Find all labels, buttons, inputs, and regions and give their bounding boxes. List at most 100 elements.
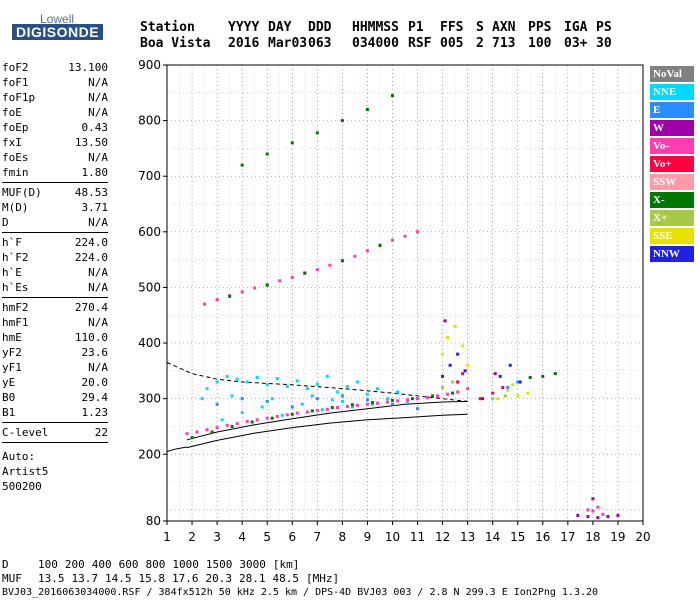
point-nnw <box>518 380 522 384</box>
footer-range-line-value: [km] <box>272 558 300 571</box>
param-value: 13.50 <box>74 136 108 149</box>
point-e <box>215 402 219 406</box>
header-label-6: FFS <box>440 20 464 35</box>
point-vo- <box>355 403 359 407</box>
point-x- <box>541 374 545 378</box>
x-tick-label: 17 <box>560 530 575 544</box>
param-name: M(D) <box>2 201 29 214</box>
point-vo- <box>255 418 259 422</box>
param-row: foEs N/A <box>2 150 108 165</box>
legend-item-nnw: NNW <box>650 246 694 262</box>
point-w <box>591 497 595 501</box>
point-nne <box>200 397 204 401</box>
header-value-0: Boa Vista <box>140 36 211 51</box>
point-x- <box>340 259 344 263</box>
x-tick-label: 5 <box>263 530 271 544</box>
param-name: h`Es <box>2 281 29 294</box>
point-vo- <box>315 408 319 412</box>
header-value-10: 03+ <box>564 36 588 51</box>
point-sse <box>511 383 515 387</box>
plot-frame <box>166 64 644 522</box>
legend-item-noval: NoVal <box>650 66 694 82</box>
point-vo- <box>205 428 209 432</box>
footer-range-line: D 100 200 400 600 800 1000 1500 3000 [km] <box>2 558 598 572</box>
header-label-3: DDD <box>308 20 332 35</box>
point-vo- <box>328 263 332 267</box>
point-vo+ <box>478 397 482 401</box>
x-tick-label: 15 <box>510 530 525 544</box>
parameter-panel: foF2 13.100 foF1 N/A foF1p N/A foE N/A foEp 0.43 f… <box>2 60 108 494</box>
point-e <box>516 380 520 384</box>
point-vo- <box>253 286 257 290</box>
y-tick-label: 300 <box>138 392 161 406</box>
point-vo- <box>285 413 289 417</box>
param-value: 13.100 <box>68 61 108 74</box>
param-value: N/A <box>88 106 108 119</box>
legend-item-w: W <box>650 120 694 136</box>
param-value: 270.4 <box>74 301 108 314</box>
y-tick-label: 80 <box>146 514 161 528</box>
point-vo- <box>240 290 244 294</box>
header-value-1: 2016 <box>228 36 260 51</box>
point-nne <box>235 377 239 381</box>
param-name: foE <box>2 106 22 119</box>
point-nne <box>225 374 229 378</box>
point-nne <box>255 376 259 380</box>
x-tick-label: 7 <box>313 530 321 544</box>
point-w <box>596 516 600 520</box>
point-w <box>586 515 590 519</box>
param-row: M(D) 3.71 <box>2 200 108 215</box>
point-x+ <box>491 397 495 401</box>
point-vo- <box>466 387 470 391</box>
param-value: 48.53 <box>74 186 108 199</box>
point-vo- <box>275 414 279 418</box>
y-tick-label: 600 <box>138 225 161 239</box>
footer-muf-line-value: 13.5 <box>38 572 65 585</box>
point-vo- <box>456 390 460 394</box>
point-x+ <box>451 380 455 384</box>
point-x- <box>378 243 382 247</box>
point-x- <box>370 401 374 405</box>
param-name: B1 <box>2 406 16 419</box>
point-vo- <box>586 508 590 512</box>
point-e <box>340 394 344 398</box>
point-x- <box>310 409 314 413</box>
point-e <box>390 402 394 406</box>
param-row: yF2 23.6 <box>2 345 108 360</box>
point-x- <box>350 403 354 407</box>
param-row: hmF1 N/A <box>2 315 108 330</box>
point-vo- <box>265 416 269 420</box>
param-value: 224.0 <box>74 251 108 264</box>
point-x- <box>451 391 455 395</box>
trace-profile-upper <box>186 400 468 441</box>
param-value: 224.0 <box>74 236 108 249</box>
point-vo- <box>403 234 407 238</box>
point-w <box>493 372 497 376</box>
auto-version: 500200 <box>2 480 42 493</box>
param-value: N/A <box>88 266 108 279</box>
point-nne <box>280 413 284 417</box>
point-x- <box>250 420 254 424</box>
footer-muf-line-value: 28.1 <box>239 572 266 585</box>
header-label-5: P1 <box>408 20 424 35</box>
y-tick-label: 900 <box>138 58 161 72</box>
x-tick-label: 4 <box>238 530 246 544</box>
point-vo- <box>375 401 379 405</box>
x-tick-label: 14 <box>485 530 500 544</box>
point-sse <box>496 397 500 401</box>
point-x- <box>431 394 435 398</box>
point-vo+ <box>491 391 495 395</box>
point-nnw <box>498 374 502 378</box>
param-value: 23.6 <box>81 346 109 359</box>
point-nne <box>406 399 410 403</box>
point-nne <box>240 411 244 415</box>
point-vo- <box>225 423 229 427</box>
point-w <box>616 513 620 517</box>
point-nne <box>230 394 234 398</box>
point-nne <box>320 408 324 412</box>
auto-label: Auto: <box>2 450 36 463</box>
param-row: foEp 0.43 <box>2 120 108 135</box>
footer-muf-line-value: 20.3 <box>205 572 233 585</box>
header-value-8: 713 <box>492 36 516 51</box>
header-label-1: YYYY <box>228 20 260 35</box>
